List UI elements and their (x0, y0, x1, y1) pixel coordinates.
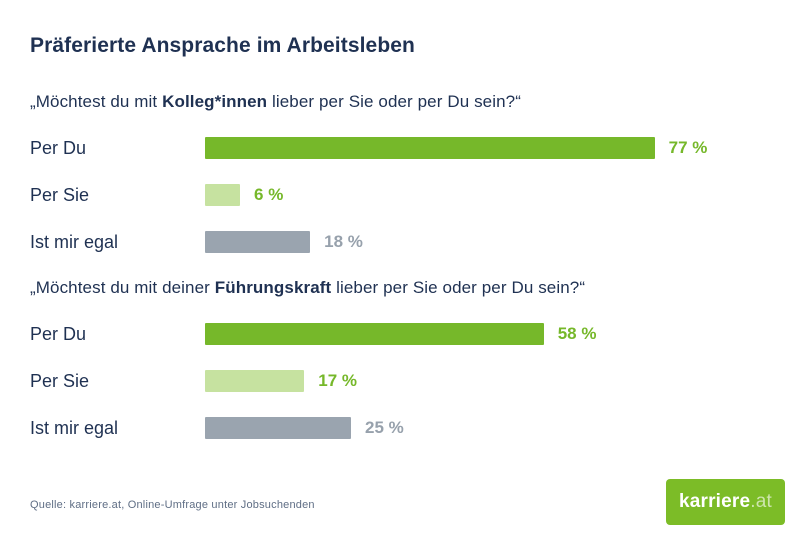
chart-section-manager: „Möchtest du mit deiner Führungskraft li… (30, 278, 800, 439)
logo-tld: .at (750, 491, 773, 512)
bar-fill (205, 231, 311, 253)
logo-text: karriere.at (679, 491, 772, 513)
bar-category-label: Per Sie (30, 184, 90, 205)
bar-chart-manager: Per Du 58 % Per Sie 17 % Ist mir egal 25 % (30, 323, 800, 439)
bar-row: Per Sie 6 % (30, 184, 800, 206)
bar-category-label: Ist mir egal (30, 417, 119, 438)
bar-value-label: 25 % (365, 418, 404, 437)
bar-value-label: 17 % (318, 371, 358, 390)
bar-value-label: 58 % (557, 324, 597, 343)
question-text-suffix: lieber per Sie oder per Du sein?“ (267, 92, 521, 111)
bar-category-label: Per Sie (30, 370, 90, 391)
question-colleagues: „Möchtest du mit Kolleg*innen lieber per… (30, 92, 800, 112)
bar-track: 6 % (205, 184, 800, 206)
bar-fill (205, 184, 241, 206)
bar-fill (205, 417, 351, 439)
bar-category-label: Per Du (30, 137, 87, 158)
question-text-prefix: „Möchtest du mit (30, 92, 163, 111)
bar-value-label: 6 % (254, 185, 284, 204)
bar-row: Per Du 77 % (30, 137, 800, 159)
bar-value-label: 77 % (668, 138, 708, 157)
bar-track: 77 % (205, 137, 800, 159)
bar-row: Per Du 58 % (30, 323, 800, 345)
question-manager: „Möchtest du mit deiner Führungskraft li… (30, 278, 800, 298)
bar-row: Ist mir egal 18 % (30, 231, 800, 253)
bar-track: 58 % (205, 323, 800, 345)
bar-value-label: 18 % (324, 232, 363, 251)
bar-fill (205, 370, 305, 392)
chart-section-colleagues: „Möchtest du mit Kolleg*innen lieber per… (30, 92, 800, 253)
bar-track: 25 % (205, 417, 800, 439)
question-text-prefix: „Möchtest du mit deiner (30, 278, 215, 297)
question-text-suffix: lieber per Sie oder per Du sein?“ (331, 278, 586, 297)
bar-chart-colleagues: Per Du 77 % Per Sie 6 % Ist mir egal 18 % (30, 137, 800, 253)
source-note: Quelle: karriere.at, Online-Umfrage unte… (30, 499, 315, 511)
bar-category-label: Per Du (30, 323, 87, 344)
bar-fill (205, 323, 544, 345)
bar-fill (205, 137, 655, 159)
logo-name: karriere (678, 491, 751, 512)
bar-track: 17 % (205, 370, 800, 392)
bar-row: Ist mir egal 25 % (30, 417, 800, 439)
page-title: Präferierte Ansprache im Arbeitsleben (30, 34, 415, 57)
question-text-bold: Kolleg*innen (162, 92, 268, 111)
bar-row: Per Sie 17 % (30, 370, 800, 392)
karriere-at-logo: karriere.at (666, 479, 785, 525)
question-text-bold: Führungskraft (214, 278, 332, 297)
bar-track: 18 % (205, 231, 800, 253)
bar-category-label: Ist mir egal (30, 231, 119, 252)
